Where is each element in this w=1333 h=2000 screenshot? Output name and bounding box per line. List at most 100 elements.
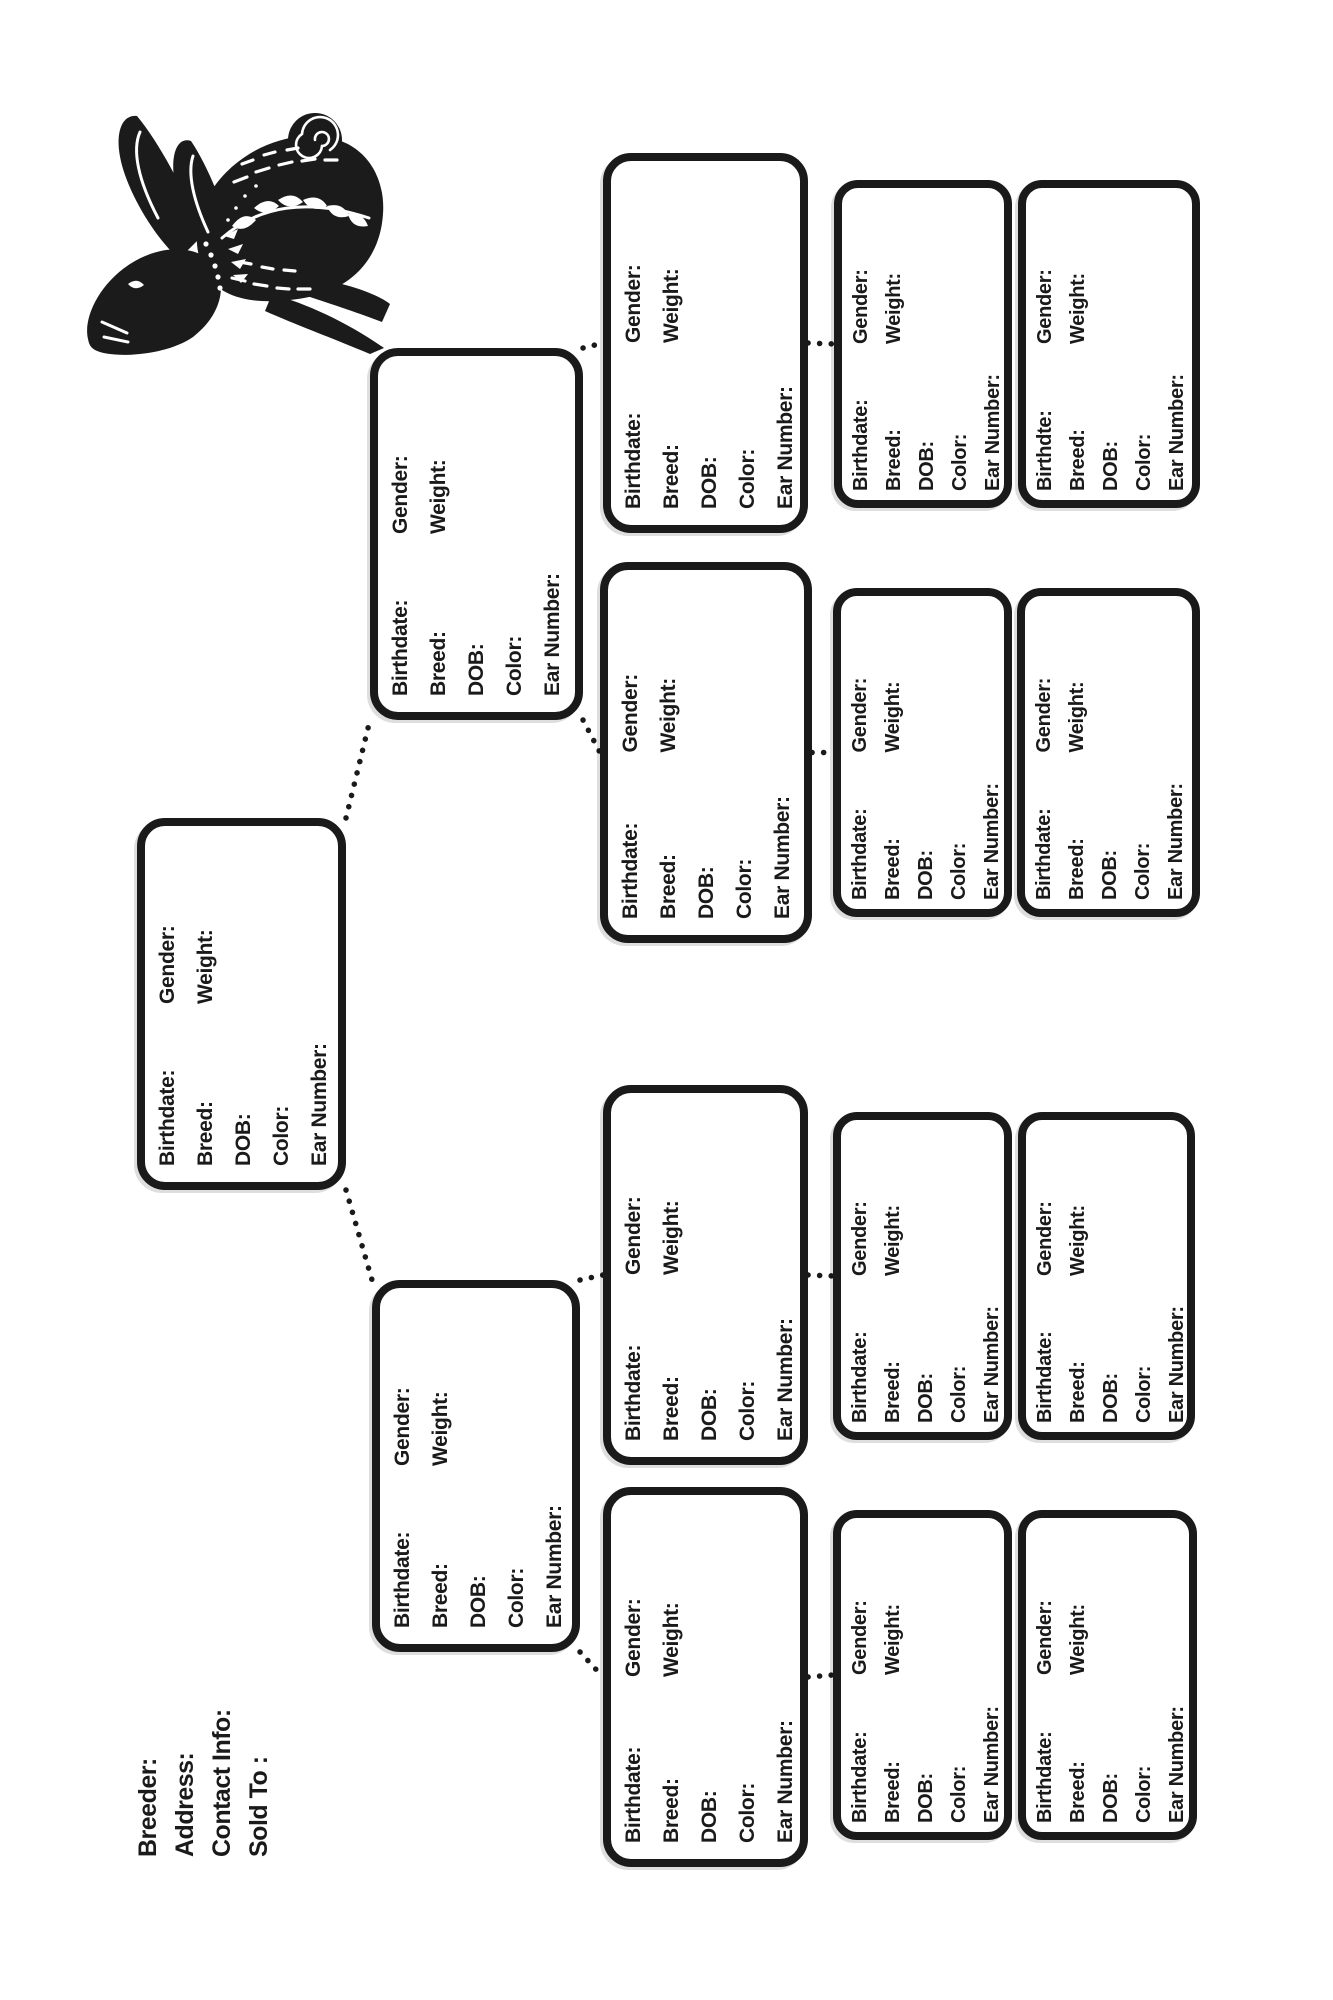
pedigree-box-grandparent-2: Birthdate: Breed: DOB: Color: Ear Number: Gen… [600, 562, 812, 943]
field-label: DOB: [698, 1388, 721, 1441]
field-label: Gender: [1033, 677, 1055, 753]
field-label: Color: [1133, 433, 1155, 491]
field-label: Weight: [1067, 1604, 1089, 1675]
field-label: Breed: [882, 1761, 904, 1823]
field-label: Breed: [429, 1563, 452, 1628]
field-label: Ear Number: [541, 573, 564, 696]
field-label: Weight: [882, 681, 904, 753]
field-label: Color: [948, 1365, 970, 1423]
field-label: Gender: [1034, 269, 1056, 344]
field-label: Color: [948, 842, 970, 900]
field-label: Birthdate: [849, 1331, 871, 1423]
field-label: Gender: [156, 925, 179, 1004]
pedigree-box-great-grandparent-1: Birthdate: Breed: DOB: Color: Ear Number: Gen… [834, 180, 1012, 508]
field-label: Ear Number: [774, 1318, 797, 1441]
field-label: Color: [736, 1380, 759, 1441]
field-label: Gender: [1034, 1600, 1056, 1675]
field-label: Weight: [882, 1604, 904, 1675]
pedigree-box-great-grandparent-4: Birthdate: Breed: DOB: Color: Ear Number: Gen… [1017, 588, 1200, 917]
field-label: Color: [949, 433, 971, 491]
field-label: Weight: [194, 929, 217, 1005]
field-label: Gender: [389, 455, 412, 534]
field-label: DOB: [915, 1373, 937, 1423]
field-label: DOB: [465, 643, 488, 696]
field-label: Breed: [883, 429, 905, 491]
field-label: DOB: [467, 1575, 490, 1628]
pedigree-box-great-grandparent-5: Birthdate: Breed: DOB: Color: Ear Number: Gen… [833, 1112, 1012, 1440]
field-label: Color: [736, 1782, 759, 1843]
field-label: Birthdate: [850, 399, 872, 491]
field-label: DOB: [915, 1773, 937, 1823]
field-label: DOB: [698, 1790, 721, 1843]
field-label: Breed: [1067, 429, 1089, 491]
field-label: Weight: [660, 1200, 683, 1276]
field-label: Weight: [427, 459, 450, 535]
field-label: DOB: [1100, 1373, 1122, 1423]
field-label: Gender: [849, 677, 871, 753]
field-label: Weight: [660, 1602, 683, 1678]
field-label: Weight: [1066, 681, 1088, 753]
field-label: Birthdate: [849, 1731, 871, 1823]
field-label: Ear Number: [1166, 1306, 1188, 1423]
field-label: Birthdte: [1034, 410, 1056, 491]
field-label: DOB: [1100, 441, 1122, 491]
pedigree-box-parent-1: Birthdate: Breed: DOB: Color: Ear Number: Gen… [370, 348, 583, 720]
field-label: Birthdate: [1034, 1731, 1056, 1823]
field-label: Ear Number: [1165, 783, 1187, 900]
field-label: DOB: [915, 850, 937, 900]
rabbit-icon [87, 113, 390, 355]
field-label: Birthdate: [622, 1344, 645, 1441]
field-label: Gender: [849, 1201, 871, 1276]
breeder-info-block: Breeder: Address: Contact Info: Sold To : [130, 1709, 278, 1857]
field-label: DOB: [916, 441, 938, 491]
pedigree-box-great-grandparent-6: Birthdate: Breed: DOB: Color: Ear Number: Gen… [1018, 1112, 1195, 1440]
header-field-label: Breeder: [134, 1758, 162, 1857]
field-label: Birthdate: [156, 1069, 179, 1166]
field-label: Ear Number: [982, 374, 1004, 491]
field-label: Ear Number: [981, 1306, 1003, 1423]
field-label: Ear Number: [981, 783, 1003, 900]
field-label: Gender: [850, 269, 872, 344]
field-label: Breed: [660, 1376, 683, 1441]
field-label: Breed: [1067, 1361, 1089, 1423]
field-label: Breed: [660, 1778, 683, 1843]
field-label: DOB: [232, 1113, 255, 1166]
field-label: Birthdate: [622, 1746, 645, 1843]
field-label: Weight: [882, 1205, 904, 1276]
field-label: Gender: [391, 1387, 414, 1466]
pedigree-box-great-grandparent-2: Birthdte: Breed: DOB: Color: Ear Number: Gend… [1018, 180, 1200, 508]
field-label: Breed: [194, 1101, 217, 1166]
field-label: Color: [733, 858, 756, 919]
field-label: Breed: [657, 854, 680, 919]
field-label: Birthdate: [619, 822, 642, 919]
field-label: Color: [1133, 1365, 1155, 1423]
field-label: Ear Number: [771, 796, 794, 919]
field-label: Weight: [1067, 273, 1089, 344]
field-label: Birthdate: [391, 1531, 414, 1628]
field-label: Weight: [883, 273, 905, 344]
field-label: Ear Number: [1166, 1706, 1188, 1823]
header-field-label: Address: [171, 1752, 199, 1857]
field-label: Color: [1132, 842, 1154, 900]
field-label: Color: [736, 448, 759, 509]
field-label: Birthdate: [622, 412, 645, 509]
field-label: Gender: [1034, 1201, 1056, 1276]
field-label: Breed: [660, 444, 683, 509]
field-label: Gender: [622, 1196, 645, 1275]
field-label: Ear Number: [774, 386, 797, 509]
field-label: Birthdate: [1034, 1331, 1056, 1423]
field-label: DOB: [698, 456, 721, 509]
field-label: Gender: [622, 1598, 645, 1677]
field-label: Ear Number: [774, 1720, 797, 1843]
field-label: Color: [270, 1105, 293, 1166]
field-label: Ear Number: [1166, 374, 1188, 491]
field-label: Breed: [882, 838, 904, 900]
field-label: Ear Number: [308, 1043, 331, 1166]
pedigree-box-subject: Birthdate: Breed: DOB: Color: Ear Number: Gen… [137, 818, 346, 1190]
field-label: Ear Number: [981, 1706, 1003, 1823]
field-label: DOB: [1099, 850, 1121, 900]
field-label: DOB: [1100, 1773, 1122, 1823]
